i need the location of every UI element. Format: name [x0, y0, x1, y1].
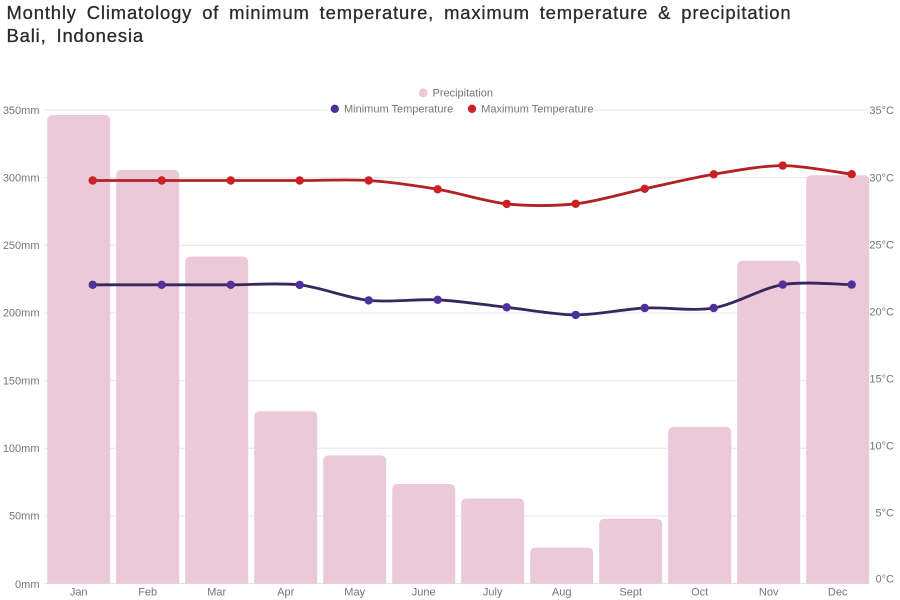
svg-text:Dec: Dec [828, 587, 848, 599]
svg-text:Precipitation: Precipitation [433, 88, 494, 100]
svg-text:10°C: 10°C [869, 440, 894, 452]
svg-text:150mm: 150mm [3, 375, 40, 387]
svg-text:Maximum Temperature: Maximum Temperature [481, 104, 593, 116]
svg-text:June: June [412, 587, 436, 599]
svg-text:20°C: 20°C [869, 306, 894, 318]
svg-text:350mm: 350mm [3, 105, 40, 117]
svg-text:Mar: Mar [207, 587, 226, 599]
svg-text:Aug: Aug [552, 587, 572, 599]
svg-text:Jan: Jan [70, 587, 88, 599]
svg-text:Nov: Nov [759, 587, 779, 599]
svg-text:300mm: 300mm [3, 172, 40, 184]
svg-text:35°C: 35°C [869, 105, 894, 117]
svg-text:25°C: 25°C [869, 239, 894, 251]
svg-text:Oct: Oct [691, 587, 708, 599]
svg-text:Apr: Apr [277, 587, 294, 599]
svg-text:0°C: 0°C [876, 573, 895, 585]
svg-text:Minimum Temperature: Minimum Temperature [344, 104, 453, 116]
svg-text:5°C: 5°C [876, 507, 895, 519]
svg-text:0mm: 0mm [15, 579, 39, 591]
svg-text:50mm: 50mm [9, 511, 40, 523]
svg-text:May: May [344, 587, 365, 599]
svg-text:250mm: 250mm [3, 240, 40, 252]
svg-text:15°C: 15°C [869, 373, 894, 385]
svg-text:Feb: Feb [138, 587, 157, 599]
svg-text:100mm: 100mm [3, 443, 40, 455]
svg-text:30°C: 30°C [869, 172, 894, 184]
svg-text:Sept: Sept [619, 587, 642, 599]
svg-text:200mm: 200mm [3, 308, 40, 320]
svg-text:July: July [483, 587, 503, 599]
